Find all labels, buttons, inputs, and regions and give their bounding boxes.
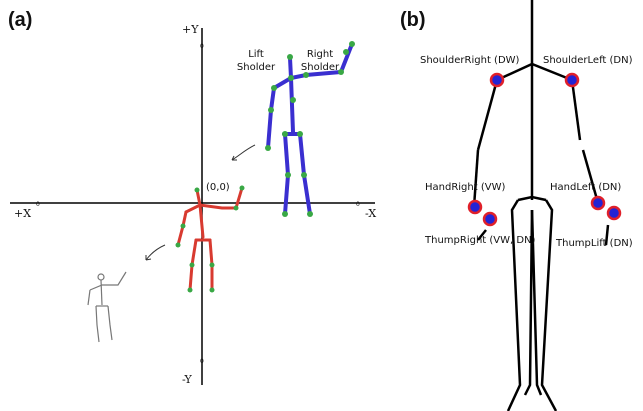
joint-label: ThumpLift (DN) [555, 238, 633, 249]
axis-label: -X [365, 207, 376, 220]
joint-label: ShoulderLeft (DN) [543, 55, 633, 66]
annotation: Lift [248, 49, 264, 60]
annotation: Right [307, 49, 333, 60]
axis-label: +X [14, 207, 31, 220]
joint-label: ShoulderRight (DW) [420, 55, 520, 66]
joint-label: HandRight (VW) [425, 182, 505, 193]
joint-label: HandLeft (DN) [550, 182, 621, 193]
joint-label: ThumpRight (VW, DN) [424, 235, 536, 246]
panel-label: (a) [8, 9, 32, 31]
axis-label: +Y [182, 23, 199, 36]
axis-zero: 0 [200, 43, 204, 50]
panel-label: (b) [400, 9, 426, 31]
skeleton-gray [88, 272, 126, 342]
axes [10, 28, 375, 385]
axis-zero: 0 [200, 358, 204, 365]
axis-zero: 0 [356, 201, 360, 208]
figure: (a) (b) +Y -Y +X -X 0 0 0 0 (0,0) Lift S… [0, 0, 643, 411]
axis-label: -Y [182, 373, 193, 386]
axis-zero: 0 [36, 201, 40, 208]
origin-label: (0,0) [206, 182, 230, 193]
annotation: Sholder [237, 62, 276, 73]
